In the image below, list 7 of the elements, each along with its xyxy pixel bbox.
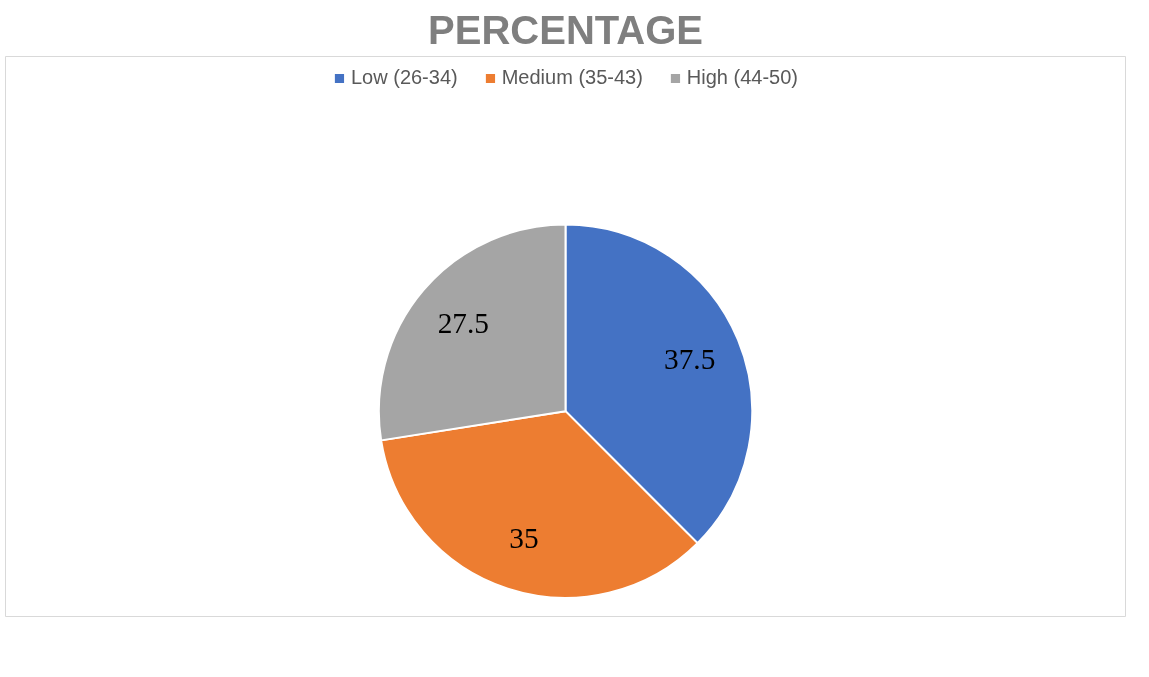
legend-label: High (44-50) [686,66,799,89]
chart-title: PERCENTAGE [428,7,703,52]
data-label: 37.5 [664,343,716,376]
data-label: 27.5 [437,307,489,340]
data-label: 35 [509,522,539,555]
legend-label: Low (26-34) [350,66,458,89]
legend-label: Medium (35-43) [501,66,643,89]
